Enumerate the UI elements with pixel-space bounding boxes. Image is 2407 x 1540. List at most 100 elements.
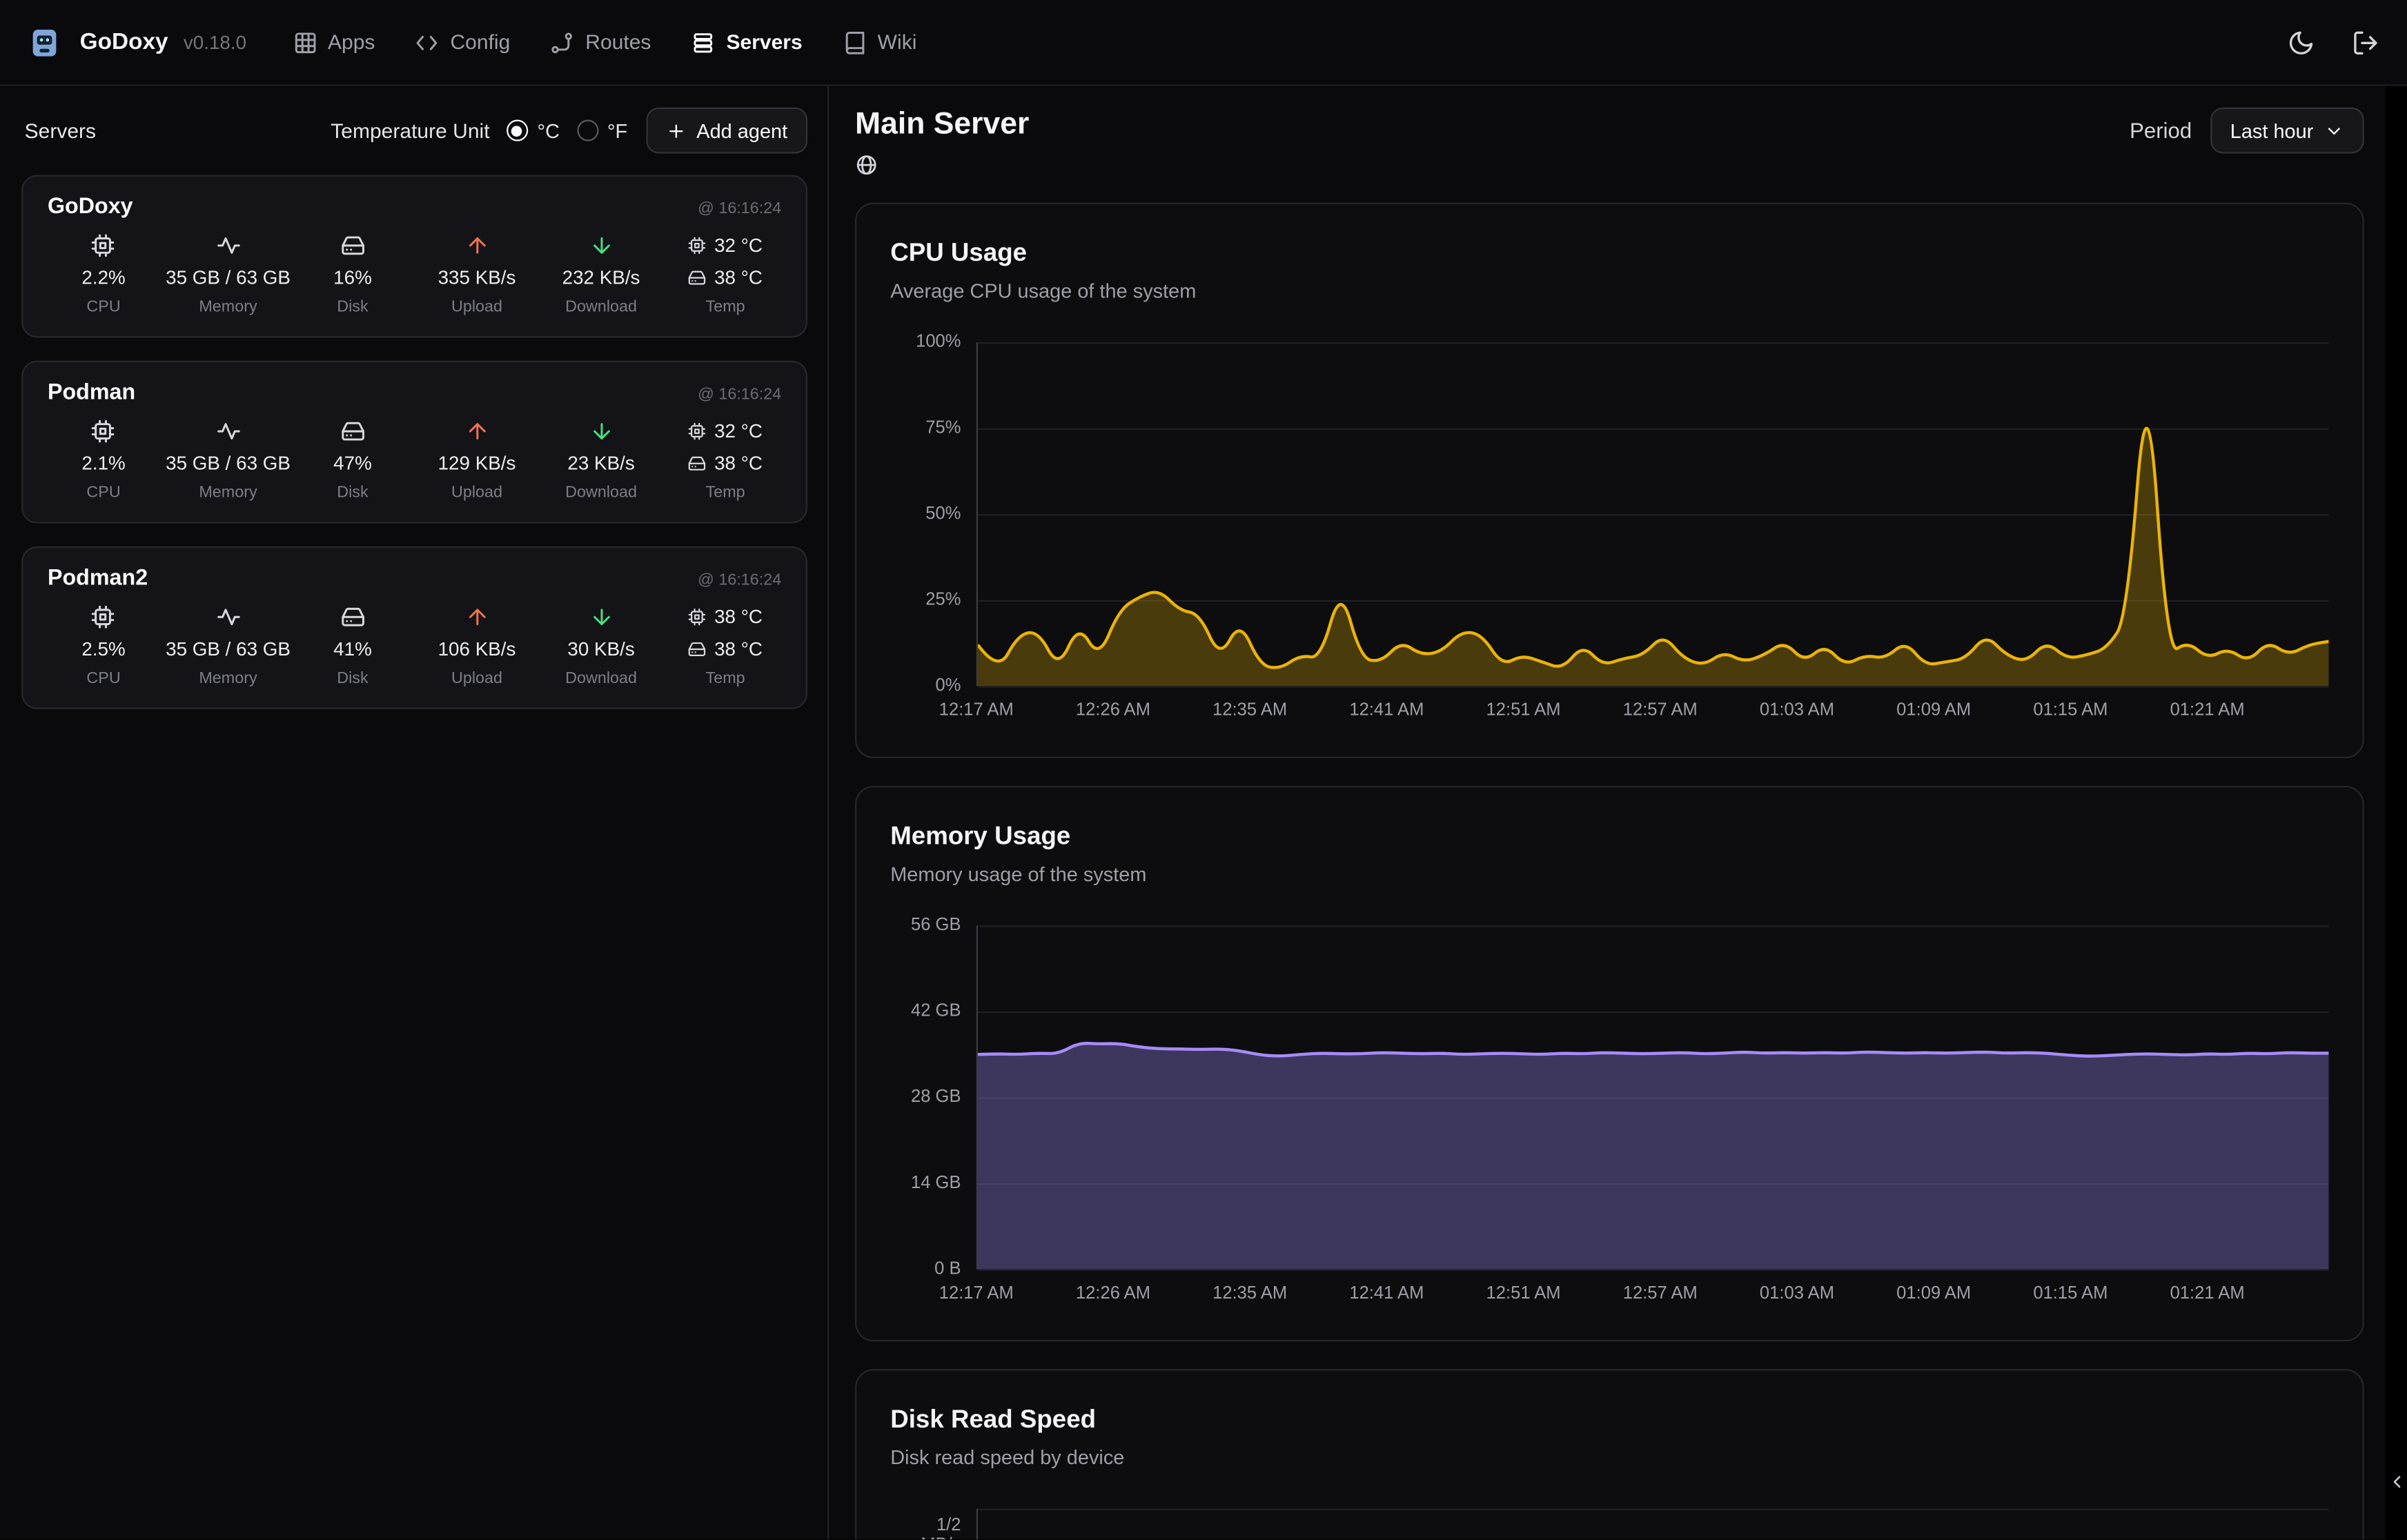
period-select[interactable]: Last hour bbox=[2210, 107, 2364, 154]
nav-item-servers[interactable]: Servers bbox=[691, 30, 803, 55]
x-axis-tick: 01:09 AM bbox=[1896, 701, 1972, 720]
arrow-up-icon bbox=[464, 603, 489, 631]
chart-subtitle: Average CPU usage of the system bbox=[890, 279, 1197, 303]
book-icon bbox=[843, 30, 867, 55]
y-axis-tick: 56 GB bbox=[910, 916, 961, 935]
stat-value: 335 KB/s bbox=[438, 267, 516, 289]
stat-label: CPU bbox=[86, 297, 121, 317]
godoxy-logo-icon bbox=[25, 22, 65, 62]
page-title: Main Server bbox=[855, 107, 1030, 141]
activity-icon bbox=[216, 417, 241, 445]
stat-value: 35 GB / 63 GB bbox=[166, 638, 291, 660]
nav-item-label: Routes bbox=[585, 30, 651, 54]
stat-value: 232 KB/s bbox=[562, 267, 640, 289]
server-updated-time: @ 16:16:24 bbox=[698, 199, 782, 218]
x-axis-tick: 01:09 AM bbox=[1896, 1284, 1972, 1303]
x-axis-tick: 12:17 AM bbox=[939, 701, 1014, 720]
y-axis-tick: 25% bbox=[925, 591, 961, 610]
y-axis-tick: 28 GB bbox=[910, 1088, 961, 1107]
logout-button[interactable] bbox=[2352, 28, 2379, 56]
sidebar-title: Servers bbox=[24, 119, 97, 142]
server-name: GoDoxy bbox=[47, 195, 133, 220]
nav-item-config[interactable]: Config bbox=[415, 30, 510, 55]
disk-icon bbox=[340, 417, 365, 445]
stat-label: Temp bbox=[705, 669, 745, 688]
disk-icon bbox=[688, 454, 707, 473]
stat-value: 32 °C bbox=[714, 420, 763, 442]
chart-title: Disk Read Speed bbox=[890, 1405, 1097, 1434]
temperature-unit-group: Temperature Unit °C °F bbox=[331, 119, 627, 141]
stat-label: Memory bbox=[199, 483, 257, 502]
x-axis-tick: 12:35 AM bbox=[1212, 1284, 1288, 1303]
brand[interactable]: GoDoxy v0.18.0 bbox=[25, 22, 246, 62]
stat-value: 35 GB / 63 GB bbox=[166, 453, 291, 475]
chart-title: Memory Usage bbox=[890, 822, 1071, 851]
server-card-podman[interactable]: Podman @ 16:16:24 2.1% CPU 35 GB / 63 GB bbox=[21, 360, 808, 524]
right-edge-rail bbox=[2385, 86, 2407, 1540]
stat-label: CPU bbox=[86, 669, 121, 688]
stat-value: 2.2% bbox=[81, 267, 126, 289]
server-stats: 2.1% CPU 35 GB / 63 GB Memory 47% Disk bbox=[41, 417, 787, 504]
y-axis-tick: 0 B bbox=[934, 1260, 961, 1279]
collapse-panel-button[interactable] bbox=[2386, 1461, 2407, 1501]
stat-temp: 32 °C 38 °C Temp bbox=[663, 232, 787, 318]
stat-download: 232 KB/s Download bbox=[539, 232, 663, 318]
server-card-podman2[interactable]: Podman2 @ 16:16:24 2.5% CPU 35 GB / 63 G… bbox=[21, 546, 808, 709]
stat-value: 47% bbox=[333, 453, 372, 475]
nav-item-apps[interactable]: Apps bbox=[293, 30, 375, 55]
x-axis-tick: 12:41 AM bbox=[1349, 1284, 1424, 1303]
stat-upload: 106 KB/s Upload bbox=[415, 603, 539, 689]
arrow-up-icon bbox=[464, 232, 489, 259]
stat-download: 30 KB/s Download bbox=[539, 603, 663, 689]
radio-fahrenheit[interactable]: °F bbox=[576, 119, 627, 142]
stat-value: 38 °C bbox=[714, 638, 763, 660]
stat-value: 38 °C bbox=[714, 267, 763, 289]
cpu-chart-plot bbox=[976, 342, 2329, 688]
activity-icon bbox=[216, 603, 241, 631]
stat-disk: 16% Disk bbox=[291, 232, 415, 318]
y-axis-tick: 75% bbox=[925, 419, 961, 437]
code-icon bbox=[415, 30, 440, 55]
x-axis-tick: 01:03 AM bbox=[1759, 1284, 1835, 1303]
stat-label: Upload bbox=[451, 669, 503, 688]
x-axis-tick: 12:51 AM bbox=[1486, 701, 1561, 720]
cpu-icon bbox=[688, 608, 707, 626]
chevron-down-icon bbox=[2324, 121, 2344, 141]
y-axis-tick: 1/2 bbox=[936, 1516, 961, 1535]
temperature-unit-label: Temperature Unit bbox=[331, 119, 490, 142]
stat-value: 41% bbox=[333, 638, 372, 660]
nav-item-wiki[interactable]: Wiki bbox=[843, 30, 917, 55]
x-axis-tick: 12:51 AM bbox=[1486, 1284, 1561, 1303]
sidebar-header: Servers Temperature Unit °C °F Add agent bbox=[0, 86, 827, 172]
moon-icon bbox=[2288, 28, 2315, 56]
theme-toggle-button[interactable] bbox=[2288, 28, 2315, 56]
stat-value: 106 KB/s bbox=[438, 638, 516, 660]
stat-label: Upload bbox=[451, 483, 503, 502]
stat-value: 2.5% bbox=[81, 638, 126, 660]
add-agent-label: Add agent bbox=[696, 119, 788, 142]
y-axis-tick: 0% bbox=[935, 677, 961, 695]
stat-memory: 35 GB / 63 GB Memory bbox=[166, 232, 291, 318]
x-axis-labels: 12:17 AM 12:26 AM 12:35 AM 12:41 AM 12:51 AM… bbox=[939, 686, 2329, 732]
x-axis-labels: 12:17 AM 12:26 AM 12:35 AM 12:41 AM 12:51 AM… bbox=[939, 1270, 2329, 1316]
server-card-godoxy[interactable]: GoDoxy @ 16:16:24 2.2% CPU 35 GB / 63 GB bbox=[21, 175, 808, 338]
add-agent-button[interactable]: Add agent bbox=[645, 107, 808, 154]
brand-name: GoDoxy bbox=[79, 29, 168, 56]
stat-value: 2.1% bbox=[81, 453, 126, 475]
radio-unselected-icon bbox=[576, 119, 598, 141]
nav-item-label: Wiki bbox=[877, 30, 917, 54]
disk-icon bbox=[688, 268, 707, 287]
server-updated-time: @ 16:16:24 bbox=[698, 571, 782, 590]
y-axis-tick: 14 GB bbox=[910, 1174, 961, 1193]
stat-cpu: 2.5% CPU bbox=[41, 603, 166, 689]
arrow-down-icon bbox=[589, 603, 613, 631]
main-panel: Main Server Period Last hour CPU Usage A… bbox=[829, 86, 2386, 1540]
radio-celsius[interactable]: °C bbox=[507, 119, 560, 142]
cpu-chart bbox=[978, 342, 2329, 687]
stat-label: Temp bbox=[705, 297, 745, 317]
x-axis-tick: 12:26 AM bbox=[1075, 701, 1151, 720]
x-axis-tick: 12:35 AM bbox=[1212, 701, 1288, 720]
memory-chart bbox=[978, 925, 2329, 1270]
period-label: Period bbox=[2130, 118, 2192, 143]
nav-item-routes[interactable]: Routes bbox=[550, 30, 651, 55]
